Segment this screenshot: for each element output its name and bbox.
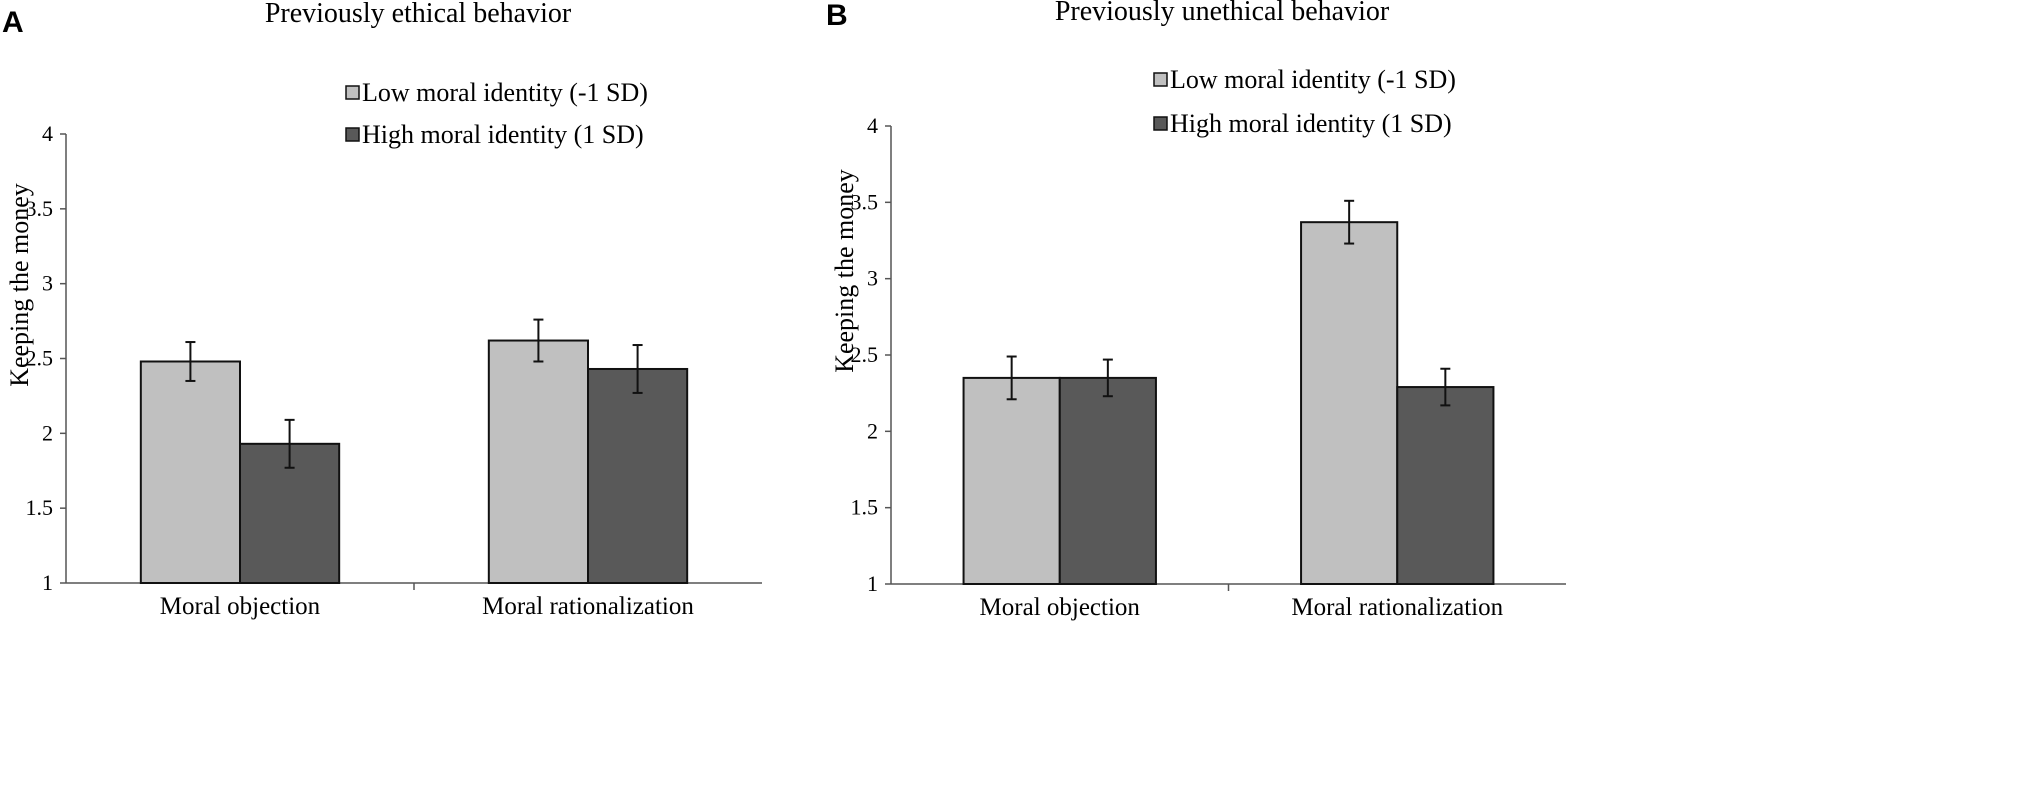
panel-b-bar-high-objection (1058, 376, 1157, 585)
panel-b-legend-swatch-low (1153, 72, 1168, 87)
panel-b-bar-low-objection (962, 376, 1061, 585)
panel-a-y-tick-label: 4 (42, 121, 53, 146)
panel-a-category-label: Moral objection (160, 593, 321, 620)
panel-b-y-tick-label: 2.5 (851, 342, 879, 367)
panel-b-category-label: Moral objection (980, 594, 1141, 621)
panel-a-y-axis-label: Keeping the money (5, 183, 34, 387)
panel-a-letter: A (2, 6, 24, 39)
panel-a-y-tick-label: 2 (42, 420, 53, 445)
panel-b-y-tick-label: 2 (867, 418, 878, 443)
panel-a-bar-low-objection (139, 360, 242, 585)
panel-b-title: Previously unethical behavior (1055, 0, 1390, 27)
panel-b-y-tick-label: 3.5 (851, 189, 879, 214)
panel-a-title: Previously ethical behavior (265, 0, 572, 29)
panel-a-y-tick-label: 1 (42, 570, 53, 595)
panel-b-letter: B (826, 0, 848, 32)
panel-a-category-label: Moral rationalization (482, 593, 694, 620)
panel-b: B Previously unethical behavior Keeping … (826, 0, 1566, 621)
panel-b-bar-high-rationalization (1396, 386, 1495, 585)
panel-a-y-tick-label: 3 (42, 271, 53, 296)
panel-b-y-tick-label: 1.5 (851, 495, 879, 520)
panel-a-y-tick-label: 2.5 (26, 346, 54, 371)
panel-a-bar-low-rationalization (487, 339, 590, 585)
panel-b-y-tick-label: 3 (867, 266, 878, 291)
panel-b-legend-swatch-high (1153, 116, 1168, 131)
panel-a-legend: Low moral identity (-1 SD) High moral id… (345, 78, 648, 149)
panel-a-legend-label-high: High moral identity (1 SD) (362, 120, 644, 149)
panel-a-legend-swatch-low (345, 85, 360, 100)
panel-b-y-axis-label: Keeping the money (830, 169, 859, 373)
panel-b-category-label: Moral rationalization (1291, 594, 1503, 621)
panel-a-y-tick-label: 3.5 (26, 196, 54, 221)
panel-b-legend-label-low: Low moral identity (-1 SD) (1170, 65, 1456, 94)
panel-a-bar-high-objection (239, 442, 341, 584)
panel-a-legend-label-low: Low moral identity (-1 SD) (362, 78, 648, 107)
panel-b-y-tick-label: 4 (867, 113, 878, 138)
panel-b-legend-label-high: High moral identity (1 SD) (1170, 109, 1452, 138)
panel-a-bar-high-rationalization (587, 367, 689, 584)
panel-a-y-tick-label: 1.5 (26, 495, 54, 520)
panel-b-legend: Low moral identity (-1 SD) High moral id… (1153, 65, 1456, 138)
panel-b-y-tick-label: 1 (867, 571, 878, 596)
panel-a: A Previously ethical behavior Keeping th… (2, 0, 762, 620)
panel-b-bar-low-rationalization (1300, 221, 1399, 585)
panel-a-legend-swatch-high (345, 127, 360, 142)
